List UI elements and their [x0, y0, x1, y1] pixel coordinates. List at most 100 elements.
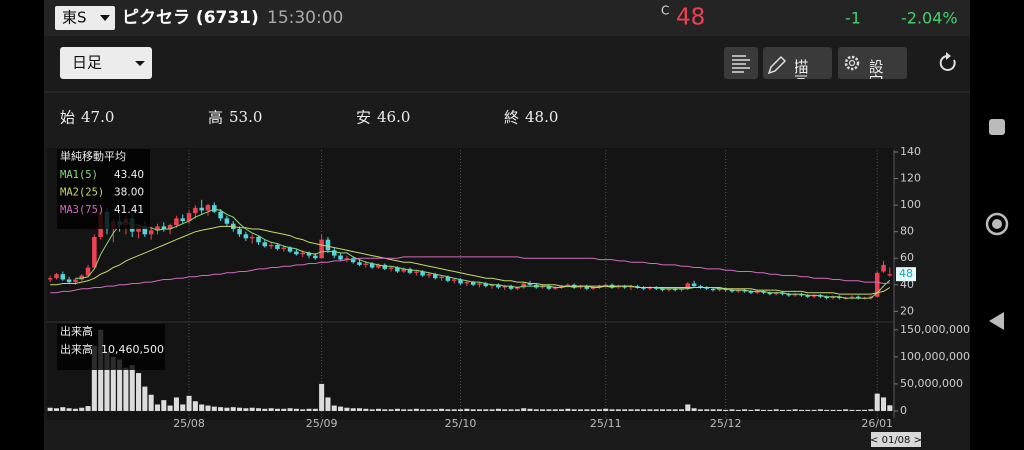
change-pct: -2.04%: [901, 9, 958, 28]
candle-body: [445, 276, 451, 281]
candle-body: [218, 211, 223, 219]
x-tick-label: 25/11: [590, 417, 622, 430]
back-button[interactable]: [989, 312, 1004, 330]
volume-bar: [729, 409, 735, 411]
candle-body: [748, 291, 754, 293]
settings-button[interactable]: 設定: [838, 47, 907, 90]
candle-body: [489, 284, 495, 287]
volume-bar: [862, 409, 868, 411]
volume-bar: [306, 408, 312, 411]
refresh-button[interactable]: [939, 52, 956, 71]
candle-body: [792, 294, 798, 296]
candle-body: [92, 236, 97, 268]
volume-bar: [268, 408, 274, 411]
volume-y-tick-label: 100,000,000: [900, 350, 970, 363]
candle-body: [679, 288, 684, 291]
volume-bar: [647, 409, 653, 411]
candle-body: [136, 226, 141, 232]
candle-body: [628, 286, 634, 288]
home-button[interactable]: [985, 212, 1009, 236]
time: 15:30:00: [267, 8, 343, 28]
candle-body: [647, 287, 653, 289]
x-tick-label: 26/01: [861, 417, 893, 430]
volume-bar: [180, 404, 186, 411]
volume-bar: [874, 393, 880, 411]
volume-bar: [413, 408, 419, 411]
candle-body: [483, 283, 489, 287]
candle-body: [666, 288, 672, 291]
volume-bar: [173, 397, 179, 411]
volume-bar: [249, 407, 255, 411]
refresh-arrow: [946, 52, 951, 60]
volume-bar: [628, 409, 634, 411]
volume-bar: [85, 406, 91, 411]
volume-bar: [451, 409, 457, 411]
volume-bar: [666, 409, 672, 411]
candle-body: [597, 286, 602, 288]
candle-body: [603, 284, 609, 287]
recents-button[interactable]: [989, 119, 1005, 135]
draw-button[interactable]: 描画: [763, 47, 832, 89]
candle-body: [155, 226, 160, 231]
candle-body: [237, 229, 242, 235]
candle-body: [420, 271, 425, 276]
candle-body: [824, 296, 829, 299]
ma-line: [75, 208, 891, 299]
volume-bar: [218, 407, 224, 411]
volume-bar: [540, 409, 546, 411]
candle-body: [685, 283, 691, 289]
candle-body: [874, 272, 880, 297]
candle-body: [849, 296, 855, 299]
volume-bar: [154, 404, 161, 411]
volume-bar: [98, 329, 104, 411]
price-plot: [47, 199, 893, 300]
candle-body: [331, 250, 337, 256]
candle-body: [590, 287, 596, 289]
candle-body: [199, 207, 204, 211]
candle-body: [818, 295, 823, 297]
candle-body: [294, 251, 299, 255]
candle-body: [622, 286, 627, 288]
candle-body: [376, 264, 381, 268]
summary-label: 始: [60, 109, 75, 127]
candle-body: [672, 288, 678, 291]
summary-value: 53.0: [229, 108, 262, 126]
candle-body: [837, 296, 842, 299]
summary-value: 48.0: [525, 108, 558, 126]
candle-body: [313, 255, 318, 259]
candle-body: [811, 295, 817, 297]
volume-bar: [596, 409, 602, 411]
candle-body: [426, 274, 432, 276]
volume-legend-title: 出来高: [60, 324, 93, 338]
summary-label: 安: [356, 109, 371, 127]
volume-bar: [849, 409, 855, 411]
summary-value: 46.0: [377, 108, 410, 126]
exchange-dropdown[interactable]: 東S: [55, 6, 115, 30]
volume-bar: [754, 409, 760, 411]
candle-body: [635, 286, 640, 288]
candle-body: [60, 274, 66, 280]
candle-body: [856, 296, 861, 299]
volume-y-tick-label: 150,000,000: [900, 323, 970, 336]
volume-bar: [300, 409, 306, 411]
chart-background: [47, 148, 893, 420]
volume-bar: [53, 408, 59, 411]
candle-body: [653, 287, 659, 289]
volume-bar: [237, 407, 243, 411]
volume-bar: [571, 409, 577, 411]
candle-body: [281, 247, 287, 249]
ma-legend-name: MA3(75): [60, 204, 104, 216]
volume-bar: [211, 406, 217, 411]
candle-body: [717, 288, 722, 291]
summary-label: 高: [208, 109, 223, 127]
volume-bar: [672, 409, 678, 411]
candle-body: [584, 286, 590, 289]
period-dropdown[interactable]: 日足: [60, 47, 152, 79]
indicator-button[interactable]: [724, 47, 758, 79]
candle-body: [344, 258, 350, 260]
x-tick-label: 25/10: [445, 417, 477, 430]
candle-body: [458, 279, 463, 284]
dropdown-box: [60, 47, 152, 79]
gear-icon: [844, 55, 860, 71]
